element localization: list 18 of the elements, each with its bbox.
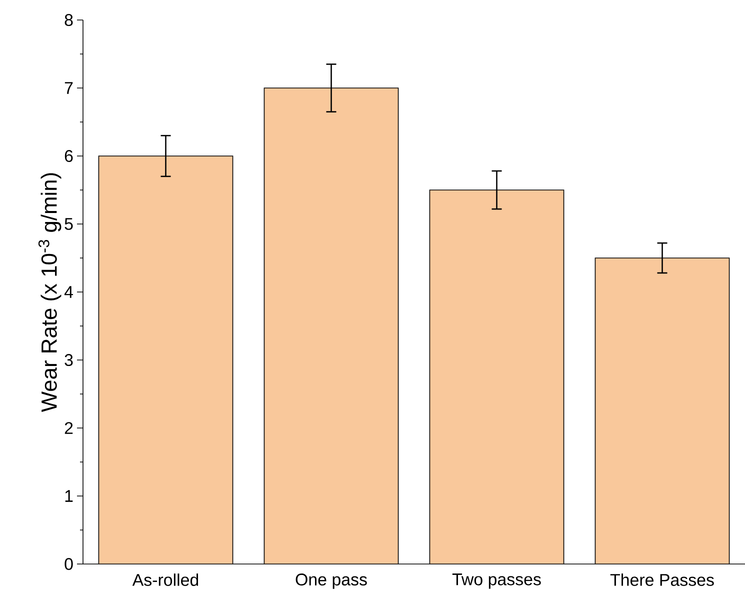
y-tick-label: 8 — [64, 14, 73, 26]
y-tick-label: 2 — [64, 422, 73, 434]
x-tick-label: Two passes — [452, 574, 541, 589]
y-tick-label: 4 — [64, 286, 73, 298]
x-tick-label: There Passes — [610, 574, 714, 586]
bar — [264, 88, 398, 564]
bar — [98, 156, 233, 564]
y-axis-title: Wear Rate (x 10$^{-3}$ g/min) — [38, 173, 62, 412]
x-tick-label: As-rolled — [132, 574, 198, 586]
y-tick-label: 3 — [64, 354, 73, 366]
y-tick-label: 0 — [64, 558, 73, 570]
bar — [594, 258, 730, 564]
y-tick-label: 7 — [64, 82, 73, 94]
x-tick-label: One pass — [296, 574, 367, 589]
y-tick-label: 5 — [64, 218, 73, 230]
y-tick-label: 1 — [65, 490, 73, 502]
y-tick-label: 6 — [64, 150, 73, 162]
bar — [430, 190, 564, 564]
